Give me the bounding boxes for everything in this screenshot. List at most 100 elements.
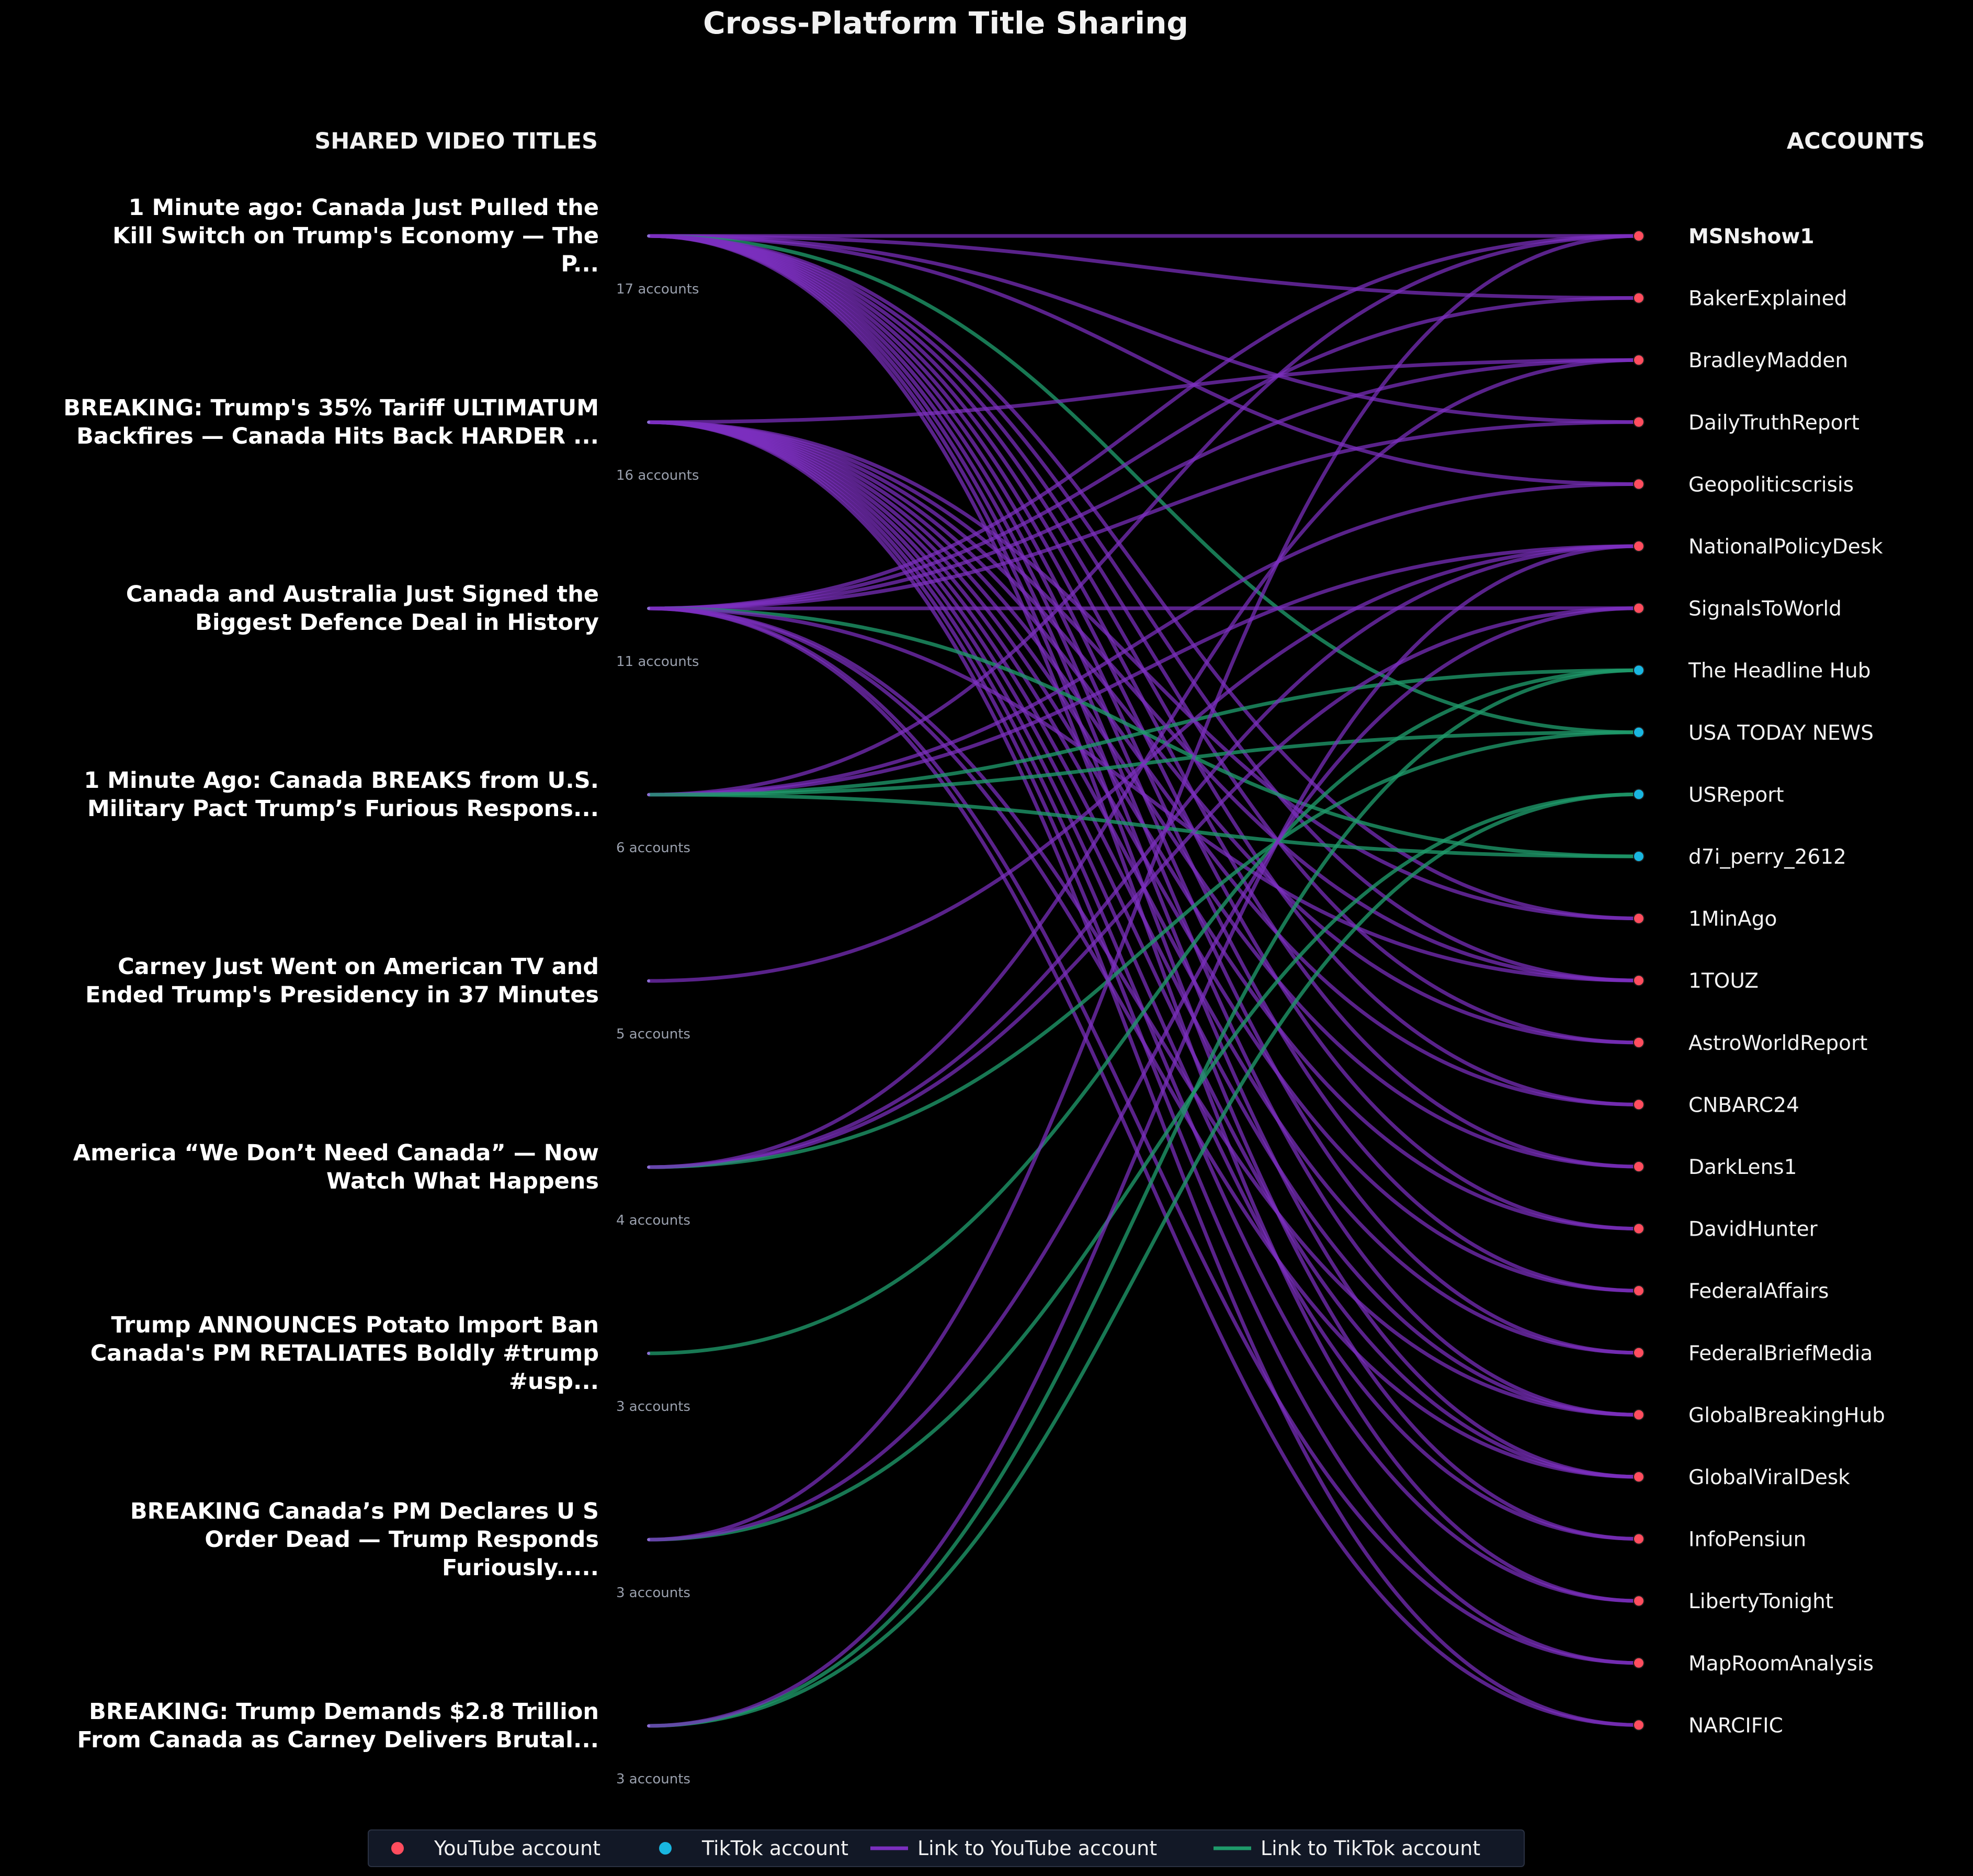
account-item-davidhunter: DavidHunter	[1633, 1218, 1818, 1241]
account-name: GlobalViralDesk	[1688, 1466, 1850, 1489]
title-node	[647, 1166, 650, 1169]
title-line: Backfires — Canada Hits Back HARDER ...	[76, 423, 599, 449]
link-title-0-to-1minago	[648, 234, 1639, 921]
account-name: DailyTruthReport	[1688, 411, 1859, 435]
account-name: USReport	[1688, 783, 1784, 807]
youtube-account-dot	[1633, 1161, 1645, 1172]
account-item-1minago: 1MinAgo	[1633, 908, 1777, 931]
account-item-narcific: NARCIFIC	[1633, 1714, 1783, 1737]
youtube-account-dot	[1633, 1347, 1645, 1359]
link-title-7-to-signalstoworld	[648, 606, 1639, 1542]
account-item-darklens1: DarkLens1	[1633, 1156, 1797, 1179]
account-name: GlobalBreakingHub	[1688, 1404, 1885, 1427]
legend-frame	[368, 1829, 1525, 1867]
tiktok-account-dot	[1633, 664, 1645, 676]
account-item-msnshow1: MSNshow1	[1633, 225, 1814, 248]
youtube-account-dot	[1633, 1471, 1645, 1483]
account-item-bradleymadden: BradleyMadden	[1633, 349, 1848, 372]
title-line: From Canada as Carney Delivers Brutal...	[77, 1727, 599, 1753]
titles-layer: 1 Minute ago: Canada Just Pulled the Kill…	[63, 195, 699, 1787]
link-title-1-to-infopensiun	[648, 420, 1639, 1541]
title-item-4: 1 Minute Ago: Canada BREAKS from U.S. Mil…	[84, 767, 690, 856]
account-name: DavidHunter	[1688, 1218, 1818, 1241]
account-name: FederalAffairs	[1688, 1280, 1829, 1303]
account-name: DarkLens1	[1688, 1156, 1797, 1179]
link-title-3-to-geopoliticscrisis	[648, 482, 1639, 797]
title-item-6: America “We Don’t Need Canada” — Now Watc…	[73, 1140, 690, 1228]
account-item-usa-today-news: USA TODAY NEWS	[1633, 721, 1874, 745]
youtube-account-dot	[1633, 912, 1645, 924]
title-node	[647, 979, 650, 982]
title-account-count: 16 accounts	[616, 468, 699, 483]
link-title-3-to-msnshow1	[648, 234, 1639, 797]
link-title-5-to-nationalpolicydesk	[648, 544, 1639, 1169]
account-name: USA TODAY NEWS	[1688, 721, 1874, 745]
account-item-federalaffairs: FederalAffairs	[1633, 1280, 1829, 1303]
legend-item-4: Link to TikTok account	[1214, 1837, 1480, 1860]
links-layer	[648, 234, 1639, 1728]
account-name: NationalPolicyDesk	[1688, 535, 1883, 559]
account-item-bakerexplained: BakerExplained	[1633, 287, 1847, 311]
account-name: 1MinAgo	[1688, 908, 1777, 931]
youtube-account-dot	[1633, 292, 1645, 304]
youtube-account-dot	[1633, 1099, 1645, 1111]
title-text: 1 Minute ago: Canada Just Pulled the Kill…	[112, 195, 599, 277]
left-column-header: SHARED VIDEO TITLES	[314, 128, 598, 154]
legend-label: Link to YouTube account	[917, 1837, 1157, 1860]
title-line: 1 Minute ago: Canada Just Pulled the	[129, 195, 599, 221]
link-title-6-to-the-headline-hub	[648, 668, 1639, 1355]
link-title-5-to-usa-today-news	[648, 730, 1639, 1169]
title-text: Carney Just Went on American TV and Ended…	[85, 954, 599, 1008]
title-account-count: 3 accounts	[616, 1399, 690, 1415]
title-line: Carney Just Went on American TV and	[118, 954, 599, 980]
account-item-globalbreakinghub: GlobalBreakingHub	[1633, 1404, 1885, 1427]
title-line: Kill Switch on Trump's Economy — The	[112, 223, 599, 249]
title-account-count: 4 accounts	[616, 1213, 690, 1228]
title-line: Furiously.....	[442, 1555, 599, 1581]
legend-item-3: Link to YouTube account	[870, 1837, 1157, 1860]
legend-dot-icon	[659, 1842, 672, 1855]
account-item-cnbarc24: CNBARC24	[1633, 1093, 1799, 1117]
title-line: BREAKING: Trump's 35% Tariff ULTIMATUM	[63, 395, 599, 421]
title-line: Ended Trump's Presidency in 37 Minutes	[85, 982, 599, 1008]
account-name: 1TOUZ	[1688, 969, 1759, 993]
title-node	[647, 1724, 650, 1727]
title-item-2: BREAKING: Trump's 35% Tariff ULTIMATUM Ba…	[63, 395, 699, 483]
account-name: InfoPensiun	[1688, 1528, 1806, 1552]
chart-title: Cross-Platform Title Sharing	[703, 5, 1188, 41]
legend: YouTube account TikTok account Link to You…	[368, 1829, 1525, 1867]
title-text: Trump ANNOUNCES Potato Import Ban Canada'…	[90, 1312, 599, 1395]
link-title-0-to-geopoliticscrisis	[648, 234, 1639, 486]
youtube-account-dot	[1633, 230, 1645, 242]
youtube-account-dot	[1633, 1285, 1645, 1297]
legend-label: YouTube account	[434, 1837, 600, 1860]
account-item-infopensiun: InfoPensiun	[1633, 1528, 1806, 1552]
account-name: AstroWorldReport	[1688, 1032, 1867, 1055]
title-account-count: 11 accounts	[616, 654, 699, 670]
title-node	[647, 1538, 650, 1541]
youtube-account-dot	[1633, 1409, 1645, 1421]
account-item-globalviraldesk: GlobalViralDesk	[1633, 1466, 1850, 1489]
account-name: LibertyTonight	[1688, 1590, 1833, 1613]
title-line: Biggest Defence Deal in History	[195, 609, 599, 636]
tiktok-account-dot	[1633, 726, 1645, 738]
account-item-geopoliticscrisis: Geopoliticscrisis	[1633, 473, 1854, 496]
title-account-count: 6 accounts	[616, 840, 690, 856]
account-name: MSNshow1	[1688, 225, 1814, 248]
youtube-account-dot	[1633, 1719, 1645, 1731]
account-item-libertytonight: LibertyTonight	[1633, 1590, 1833, 1613]
legend-item-2: TikTok account	[659, 1837, 848, 1860]
title-text: BREAKING Canada’s PM Declares U S Order D…	[130, 1498, 599, 1581]
account-name: MapRoomAnalysis	[1688, 1652, 1874, 1676]
youtube-account-dot	[1633, 1036, 1645, 1048]
title-item-3: Canada and Australia Just Signed the Bigg…	[126, 581, 699, 670]
youtube-account-dot	[1633, 1533, 1645, 1545]
link-title-2-to-1touz	[648, 606, 1639, 982]
account-item-1touz: 1TOUZ	[1633, 969, 1759, 993]
accounts-layer: MSNshow1 BakerExplained BradleyMadden Daily…	[1633, 225, 1885, 1737]
title-line: 1 Minute Ago: Canada BREAKS from U.S.	[84, 767, 599, 794]
youtube-account-dot	[1633, 1595, 1645, 1607]
youtube-account-dot	[1633, 1657, 1645, 1669]
